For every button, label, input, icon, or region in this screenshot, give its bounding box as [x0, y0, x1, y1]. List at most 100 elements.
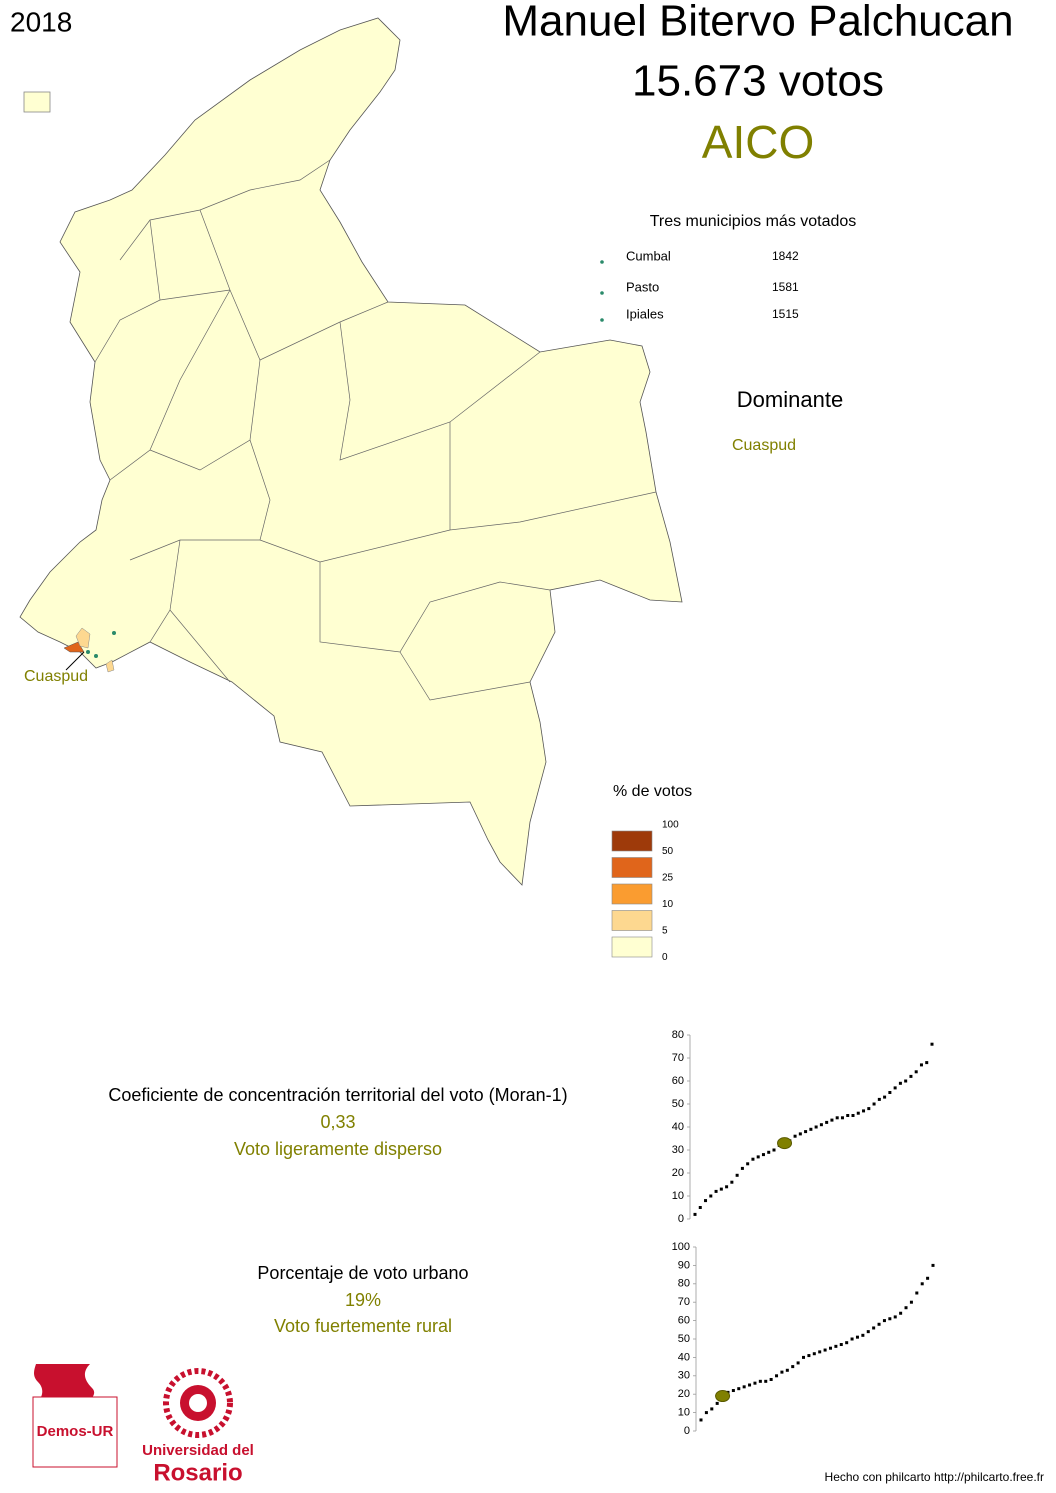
point	[715, 1401, 719, 1405]
y-tick-label: 10	[672, 1190, 684, 1202]
point	[761, 1153, 765, 1157]
highlight-area	[105, 659, 115, 673]
legend-swatch	[611, 857, 653, 878]
point	[699, 1418, 703, 1422]
votes: 15.673 votos	[632, 57, 884, 106]
point	[834, 1344, 838, 1348]
y-tick-label: 0	[684, 1425, 690, 1437]
point	[877, 1322, 881, 1326]
point	[931, 1263, 935, 1267]
point	[756, 1155, 760, 1159]
point	[785, 1368, 789, 1372]
point	[809, 1127, 813, 1131]
point	[751, 1157, 755, 1161]
point	[748, 1383, 752, 1387]
point	[856, 1111, 860, 1115]
point	[758, 1379, 762, 1383]
y-tick-label: 20	[678, 1388, 690, 1400]
point	[845, 1341, 849, 1345]
point	[920, 1282, 924, 1286]
highlight-point	[715, 1390, 731, 1403]
point	[812, 1352, 816, 1356]
y-tick-label: 30	[678, 1370, 690, 1382]
point	[807, 1354, 811, 1358]
point	[919, 1063, 923, 1067]
y-tick-label: 40	[678, 1351, 690, 1363]
point	[872, 1102, 876, 1106]
moran-title: Coeficiente de concentración territorial…	[108, 1085, 567, 1105]
point	[877, 1097, 881, 1101]
point	[767, 1150, 771, 1154]
point	[819, 1123, 823, 1127]
point	[742, 1385, 746, 1389]
rosario-logo: Universidad del Rosario	[142, 1368, 254, 1486]
y-tick-label: 70	[678, 1296, 690, 1308]
municipality-dot	[600, 291, 604, 295]
point	[893, 1315, 897, 1319]
point	[882, 1319, 886, 1323]
point	[796, 1361, 800, 1365]
point	[737, 1387, 741, 1391]
municipality-dot	[86, 650, 90, 654]
y-tick-label: 50	[672, 1098, 684, 1110]
legend-tick: 5	[662, 926, 668, 937]
footer: Hecho con philcarto http://philcarto.fre…	[825, 1470, 1044, 1484]
top-title: Tres municipios más votados	[650, 213, 857, 230]
y-tick-label: 10	[678, 1407, 690, 1419]
legend-title: % de votos	[613, 783, 692, 800]
point	[888, 1091, 892, 1094]
point	[818, 1350, 822, 1354]
point	[898, 1081, 902, 1085]
y-tick-label: 40	[672, 1121, 684, 1133]
point	[772, 1148, 776, 1152]
point	[915, 1291, 919, 1295]
point	[710, 1407, 714, 1411]
point	[862, 1109, 866, 1113]
legend-tick: 0	[662, 952, 668, 963]
point	[791, 1365, 795, 1369]
legend-tick: 25	[662, 873, 674, 884]
point	[714, 1189, 718, 1193]
point	[872, 1326, 876, 1330]
demos-logo: Demos-UR	[32, 1364, 118, 1468]
municipality-votes: 1842	[772, 249, 799, 263]
y-tick-label: 70	[672, 1052, 684, 1064]
point	[725, 1185, 729, 1189]
country-outline	[19, 17, 683, 886]
inset-box	[23, 91, 51, 113]
point	[793, 1134, 797, 1138]
y-tick-label: 50	[678, 1333, 690, 1345]
point	[764, 1379, 768, 1383]
point	[753, 1381, 757, 1385]
dominant-value: Cuaspud	[732, 437, 796, 454]
point	[839, 1343, 843, 1347]
point	[909, 1074, 913, 1078]
label-leader	[65, 651, 85, 671]
point	[888, 1317, 892, 1321]
point	[925, 1061, 929, 1065]
moran-label: Voto ligeramente disperso	[234, 1139, 442, 1159]
point	[798, 1132, 802, 1136]
y-tick-label: 90	[678, 1259, 690, 1271]
point	[704, 1199, 708, 1203]
legend-tick: 50	[662, 846, 674, 857]
legend-tick: 10	[662, 899, 674, 910]
legend-tick: 100	[662, 820, 679, 831]
municipality-name: Ipiales	[626, 306, 664, 321]
point	[909, 1300, 913, 1304]
y-tick-label: 80	[678, 1278, 690, 1290]
point	[698, 1206, 702, 1209]
point	[704, 1411, 708, 1415]
point	[693, 1212, 697, 1216]
map-label: Cuaspud	[24, 668, 88, 685]
highlight-point	[777, 1137, 793, 1150]
y-tick-label: 30	[672, 1144, 684, 1156]
urban-value: 19%	[345, 1290, 381, 1310]
title: Manuel Bitervo Palchucan	[502, 0, 1013, 46]
point	[828, 1346, 832, 1350]
point	[904, 1306, 908, 1310]
municipality-name: Pasto	[626, 279, 659, 294]
point	[899, 1311, 903, 1315]
party: AICO	[702, 116, 814, 168]
